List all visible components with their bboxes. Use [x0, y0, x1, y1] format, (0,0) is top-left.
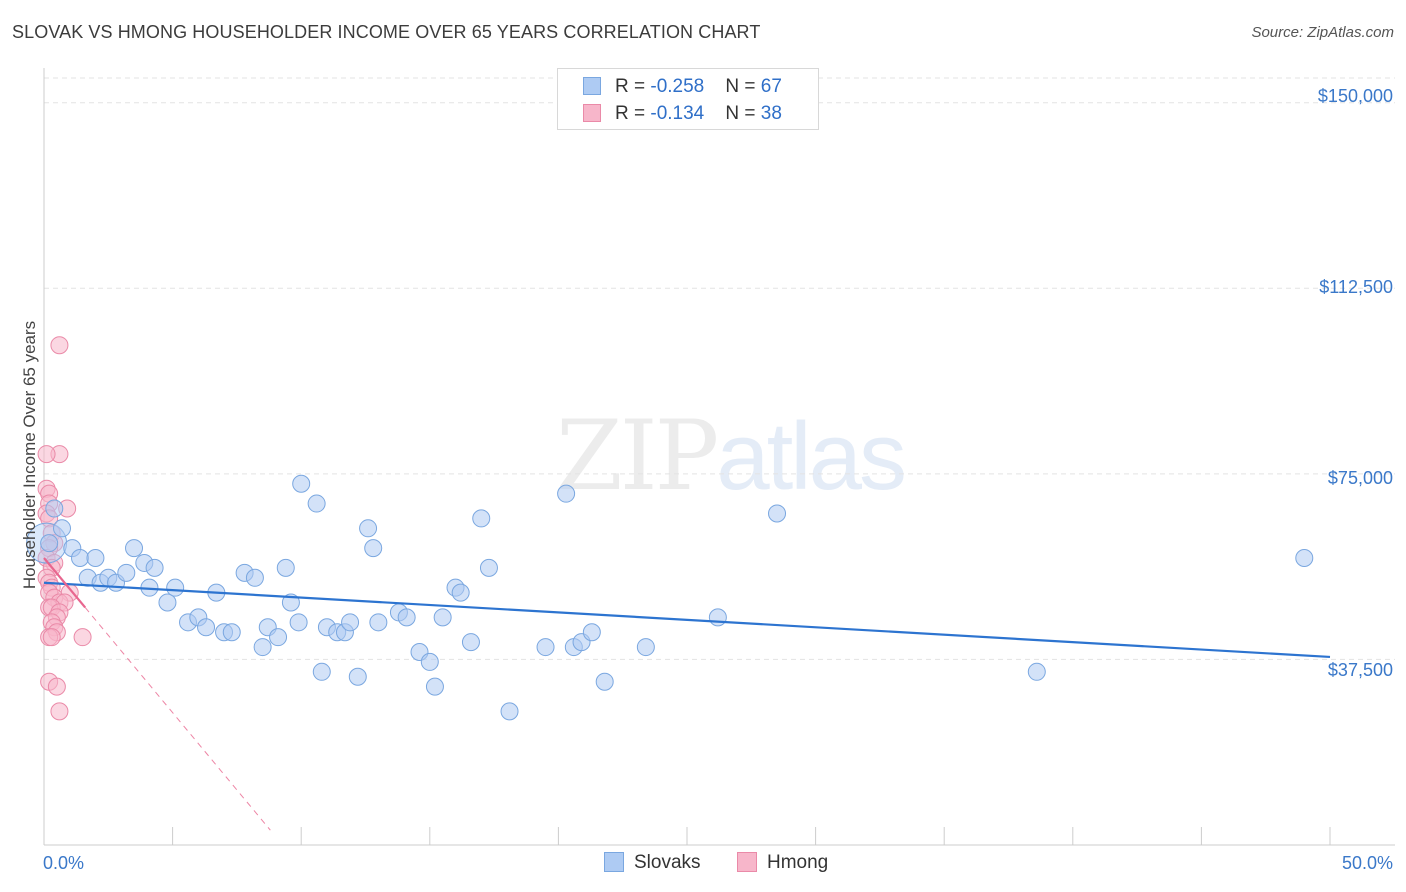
slovaks-point — [117, 563, 136, 582]
source-label: Source: ZipAtlas.com — [1251, 24, 1394, 41]
slovaks-point — [71, 548, 90, 567]
bottom-legend-hmong[interactable]: Hmong — [737, 852, 828, 874]
slovaks-swatch — [583, 77, 601, 95]
slovaks-point — [341, 613, 360, 632]
slovaks-legend-swatch — [604, 852, 624, 872]
y-tick-label-75000: $75,000 — [1327, 468, 1393, 488]
slovaks-point — [289, 613, 308, 632]
x-tick-label-min: 0.0% — [43, 853, 85, 873]
hmong-point — [73, 628, 92, 647]
slovaks-point — [222, 623, 241, 642]
slovaks-point — [253, 638, 272, 657]
slovaks-point — [472, 509, 491, 528]
slovaks-point — [166, 578, 185, 597]
correlation-legend: R = -0.258 N = 67 R = -0.134 N = 38 — [557, 68, 819, 130]
watermark-zip: ZIP — [556, 400, 719, 512]
slovaks-point — [708, 608, 727, 627]
legend-r-label: R = — [615, 76, 651, 97]
legend-n-label: N = — [725, 103, 761, 124]
bottom-legend-slovaks[interactable]: Slovaks — [604, 852, 701, 874]
slovaks-point — [500, 702, 519, 721]
hmong-points — [37, 336, 92, 721]
slovaks-point — [582, 623, 601, 642]
y-tick-label-37500: $37,500 — [1327, 660, 1393, 680]
legend-row-slovaks: R = -0.258 N = 67 — [583, 76, 782, 98]
slovaks-point — [461, 633, 480, 652]
slovaks-point — [158, 593, 177, 612]
trend-lines — [43, 557, 1331, 831]
slovaks-point — [425, 677, 444, 696]
slovaks-point — [312, 662, 331, 681]
slovaks-point — [40, 534, 59, 553]
hmong-trend-line — [43, 557, 86, 609]
x-tick-label-max: 50.0% — [1341, 853, 1393, 873]
slovaks-point — [245, 568, 264, 587]
slovaks-points — [26, 474, 1314, 721]
hmong-point — [50, 702, 69, 721]
bottom-legend-label: Slovaks — [634, 852, 701, 873]
legend-n-value: 38 — [760, 103, 782, 124]
slovaks-point — [53, 519, 72, 538]
chart-title: SLOVAK VS HMONG HOUSEHOLDER INCOME OVER … — [12, 22, 761, 42]
slovaks-point — [276, 558, 295, 577]
slovaks-point — [636, 638, 655, 657]
slovaks-point — [269, 628, 288, 647]
hmong-point — [42, 628, 61, 647]
slovaks-point — [86, 548, 105, 567]
legend-row-hmong: R = -0.134 N = 38 — [583, 103, 782, 125]
slovaks-point — [125, 539, 144, 558]
y-tick-label-150000: $150,000 — [1317, 86, 1393, 106]
slovaks-point — [397, 608, 416, 627]
hmong-point — [47, 677, 66, 696]
slovaks-point — [479, 558, 498, 577]
slovaks-point — [364, 539, 383, 558]
y-axis-label: Householder Income Over 65 years — [20, 320, 39, 590]
hmong-legend-swatch — [737, 852, 757, 872]
slovaks-point — [595, 672, 614, 691]
legend-n-label: N = — [725, 76, 761, 97]
slovaks-point — [369, 613, 388, 632]
legend-r-value: -0.134 — [650, 103, 705, 124]
slovaks-point — [433, 608, 452, 627]
slovaks-trend-line — [43, 581, 1331, 659]
slovaks-point — [536, 638, 555, 657]
slovaks-point — [1027, 662, 1046, 681]
hmong-trend-extension — [84, 607, 271, 831]
watermark: ZIPatlas — [556, 400, 907, 512]
slovaks-point — [145, 558, 164, 577]
slovaks-point — [197, 618, 216, 637]
hmong-point — [50, 336, 69, 355]
slovaks-point — [451, 583, 470, 602]
axes — [43, 68, 1395, 846]
legend-r-value: -0.258 — [650, 76, 705, 97]
slovaks-point — [557, 484, 576, 503]
slovaks-point — [292, 474, 311, 493]
hmong-point — [37, 445, 56, 464]
watermark-atlas: atlas — [716, 403, 907, 510]
y-tick-label-112500: $112,500 — [1319, 277, 1393, 297]
hmong-swatch — [583, 104, 601, 122]
slovaks-point — [307, 494, 326, 513]
slovaks-point — [45, 499, 64, 518]
slovaks-point — [420, 652, 439, 671]
slovaks-point — [1295, 548, 1314, 567]
slovaks-point — [348, 667, 367, 686]
legend-r-label: R = — [615, 103, 651, 124]
legend-n-value: 67 — [760, 76, 782, 97]
bottom-legend-label: Hmong — [767, 852, 829, 873]
slovaks-point — [768, 504, 787, 523]
slovaks-point — [359, 519, 378, 538]
